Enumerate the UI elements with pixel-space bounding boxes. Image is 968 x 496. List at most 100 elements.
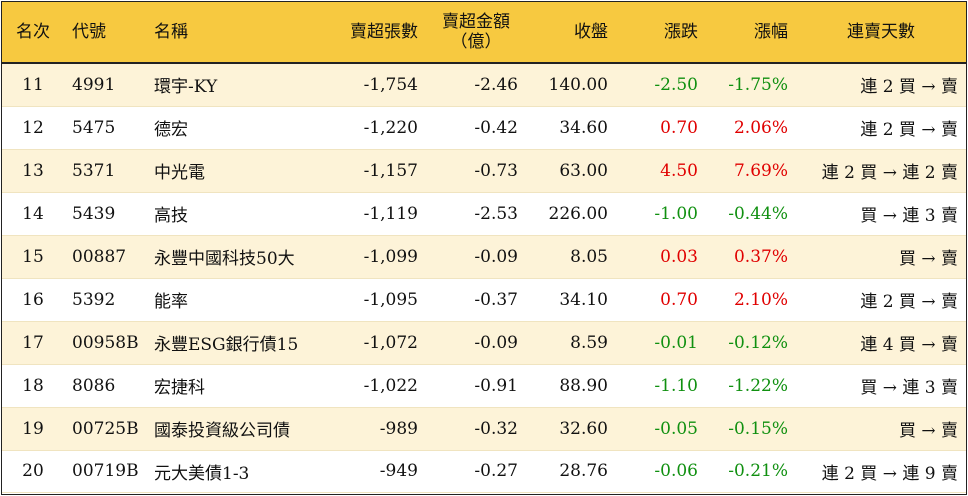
cell-change-pct: 0.37% xyxy=(706,235,796,279)
header-close: 收盤 xyxy=(526,2,616,64)
table-row: 15 00887 永豐中國科技50大 -1,099 -0.09 8.05 0.03 0.37%… xyxy=(2,235,966,279)
cell-name: 宏捷科 xyxy=(146,364,324,408)
cell-rank: 19 xyxy=(2,407,64,451)
table-row: 11 4991 環宇-KY -1,754 -2.46 140.00 -2.50 -1.75% 連… xyxy=(2,63,966,107)
cell-code: 5475 xyxy=(64,106,146,150)
table-row: 16 5392 能率 -1,095 -0.37 34.10 0.70 2.10% 連 2 買 →… xyxy=(2,278,966,322)
header-name: 名稱 xyxy=(146,2,324,64)
cell-net-sell-lots: -1,099 xyxy=(324,235,426,279)
cell-rank: 12 xyxy=(2,106,64,150)
cell-close: 140.00 xyxy=(526,63,616,107)
cell-code: 00719B xyxy=(64,450,146,493)
cell-change-pct: -0.44% xyxy=(706,192,796,236)
cell-code: 5439 xyxy=(64,192,146,236)
cell-net-sell-amount: -2.53 xyxy=(426,192,526,236)
table-row: 18 8086 宏捷科 -1,022 -0.91 88.90 -1.10 -1.22% 買 → … xyxy=(2,364,966,408)
cell-net-sell-lots: -1,157 xyxy=(324,149,426,193)
cell-change-pct: 2.10% xyxy=(706,278,796,322)
cell-name: 中光電 xyxy=(146,149,324,193)
cell-rank: 15 xyxy=(2,235,64,279)
cell-streak: 連 2 買 → 賣 xyxy=(796,63,966,107)
cell-code: 00725B xyxy=(64,407,146,451)
header-net-sell-amount: 賣超金額 （億） xyxy=(426,2,526,64)
cell-change-pct: -1.22% xyxy=(706,364,796,408)
cell-streak: 連 2 買 → 賣 xyxy=(796,106,966,150)
cell-streak: 連 2 買 → 賣 xyxy=(796,278,966,322)
cell-close: 28.76 xyxy=(526,450,616,493)
cell-net-sell-lots: -1,022 xyxy=(324,364,426,408)
cell-net-sell-lots: -1,095 xyxy=(324,278,426,322)
cell-rank: 17 xyxy=(2,321,64,365)
cell-name: 環宇-KY xyxy=(146,63,324,107)
cell-net-sell-lots: -1,220 xyxy=(324,106,426,150)
cell-code: 5392 xyxy=(64,278,146,322)
cell-close: 34.60 xyxy=(526,106,616,150)
header-code: 代號 xyxy=(64,2,146,64)
cell-code: 00887 xyxy=(64,235,146,279)
cell-net-sell-amount: -0.37 xyxy=(426,278,526,322)
cell-name: 永豐ESG銀行債15 xyxy=(146,321,324,365)
cell-name: 德宏 xyxy=(146,106,324,150)
cell-net-sell-lots: -1,072 xyxy=(324,321,426,365)
cell-net-sell-amount: -2.46 xyxy=(426,63,526,107)
cell-net-sell-lots: -949 xyxy=(324,450,426,493)
cell-close: 8.05 xyxy=(526,235,616,279)
cell-name: 國泰投資級公司債 xyxy=(146,407,324,451)
cell-change: 4.50 xyxy=(616,149,706,193)
table-row: 12 5475 德宏 -1,220 -0.42 34.60 0.70 2.06% 連 2 買 →… xyxy=(2,106,966,150)
cell-code: 8086 xyxy=(64,364,146,408)
cell-change: -1.10 xyxy=(616,364,706,408)
cell-rank: 13 xyxy=(2,149,64,193)
cell-name: 高技 xyxy=(146,192,324,236)
cell-streak: 連 4 買 → 賣 xyxy=(796,321,966,365)
cell-code: 5371 xyxy=(64,149,146,193)
cell-change: -2.50 xyxy=(616,63,706,107)
cell-rank: 11 xyxy=(2,63,64,107)
cell-streak: 買 → 賣 xyxy=(796,407,966,451)
cell-close: 226.00 xyxy=(526,192,616,236)
cell-close: 34.10 xyxy=(526,278,616,322)
header-change-pct: 漲幅 xyxy=(706,2,796,64)
table-row: 20 00719B 元大美債1-3 -949 -0.27 28.76 -0.06 -0.21%… xyxy=(2,450,966,493)
cell-change-pct: -0.12% xyxy=(706,321,796,365)
cell-change: 0.70 xyxy=(616,106,706,150)
cell-streak: 買 → 賣 xyxy=(796,235,966,279)
cell-streak: 買 → 連 3 賣 xyxy=(796,364,966,408)
cell-change-pct: 2.06% xyxy=(706,106,796,150)
table-header-row: 名次 代號 名稱 賣超張數 賣超金額 （億） 收盤 漲跌 漲幅 連賣天數 xyxy=(2,2,966,64)
cell-net-sell-amount: -0.91 xyxy=(426,364,526,408)
cell-change: -1.00 xyxy=(616,192,706,236)
table-row: 14 5439 高技 -1,119 -2.53 226.00 -1.00 -0.44% 買 → … xyxy=(2,192,966,236)
cell-rank: 14 xyxy=(2,192,64,236)
cell-change: 0.70 xyxy=(616,278,706,322)
table-row: 17 00958B 永豐ESG銀行債15 -1,072 -0.09 8.59 -0.01 -0… xyxy=(2,321,966,365)
cell-change: -0.01 xyxy=(616,321,706,365)
cell-change-pct: -0.21% xyxy=(706,450,796,493)
cell-streak: 買 → 連 3 賣 xyxy=(796,192,966,236)
cell-change-pct: -0.15% xyxy=(706,407,796,451)
cell-close: 63.00 xyxy=(526,149,616,193)
cell-change: -0.05 xyxy=(616,407,706,451)
table-row: 19 00725B 國泰投資級公司債 -989 -0.32 32.60 -0.05 -0.15… xyxy=(2,407,966,451)
cell-net-sell-amount: -0.42 xyxy=(426,106,526,150)
cell-change: -0.06 xyxy=(616,450,706,493)
cell-close: 32.60 xyxy=(526,407,616,451)
table-row: 13 5371 中光電 -1,157 -0.73 63.00 4.50 7.69% 連 2 買 … xyxy=(2,149,966,193)
cell-change-pct: 7.69% xyxy=(706,149,796,193)
header-net-sell-amount-label: 賣超金額 xyxy=(442,12,510,32)
cell-net-sell-amount: -0.27 xyxy=(426,450,526,493)
cell-net-sell-lots: -1,754 xyxy=(324,63,426,107)
header-rank: 名次 xyxy=(2,2,64,64)
cell-net-sell-lots: -989 xyxy=(324,407,426,451)
cell-rank: 16 xyxy=(2,278,64,322)
header-net-sell-lots: 賣超張數 xyxy=(324,2,426,64)
cell-net-sell-lots: -1,119 xyxy=(324,192,426,236)
cell-net-sell-amount: -0.73 xyxy=(426,149,526,193)
cell-name: 永豐中國科技50大 xyxy=(146,235,324,279)
cell-close: 88.90 xyxy=(526,364,616,408)
cell-streak: 連 2 買 → 連 2 賣 xyxy=(796,149,966,193)
cell-net-sell-amount: -0.09 xyxy=(426,321,526,365)
cell-name: 元大美債1-3 xyxy=(146,450,324,493)
cell-code: 4991 xyxy=(64,63,146,107)
